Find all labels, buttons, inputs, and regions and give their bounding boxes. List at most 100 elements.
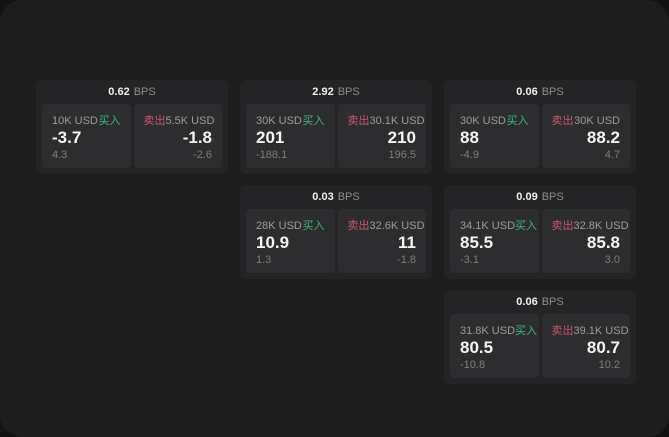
card-header: 0.06 BPS	[450, 290, 630, 314]
card-header: 0.06 BPS	[450, 80, 630, 104]
sell-sub-value: 4.7	[604, 149, 620, 161]
sell-side-label: 卖出	[347, 115, 370, 127]
sell-panel-top: 卖出 32.8K USD	[551, 217, 629, 233]
bps-unit-label: BPS	[541, 86, 564, 98]
buy-panel[interactable]: 30K USD 买入 88 -4.9	[450, 104, 539, 168]
sell-amount: 32.6K USD	[369, 220, 425, 232]
quote-panels: 28K USD 买入 10.9 1.3 卖出 32.6K USD 11 -1.8	[246, 209, 426, 273]
buy-price: -3.7	[52, 128, 82, 148]
sell-side-label: 卖出	[143, 115, 166, 127]
sell-panel[interactable]: 卖出 32.8K USD 85.8 3.0	[541, 209, 630, 273]
sell-side-label: 卖出	[551, 325, 574, 337]
buy-panel[interactable]: 30K USD 买入 201 -188.1	[246, 104, 335, 168]
card-header: 0.03 BPS	[246, 185, 426, 209]
sell-panel-top: 卖出 30.1K USD	[347, 112, 425, 128]
buy-panel-top: 34.1K USD 买入	[460, 217, 537, 233]
buy-sub-value: -3.1	[460, 254, 479, 266]
sell-amount: 32.8K USD	[573, 220, 629, 232]
sell-price: 85.8	[586, 233, 620, 253]
sell-panel[interactable]: 卖出 30K USD 88.2 4.7	[541, 104, 630, 168]
buy-sub-value: -4.9	[460, 149, 479, 161]
sell-panel-top: 卖出 32.6K USD	[347, 217, 425, 233]
buy-sub-value: 4.3	[52, 149, 68, 161]
sell-amount: 5.5K USD	[165, 115, 215, 127]
buy-side-label: 买入	[515, 220, 538, 232]
sell-side-label: 卖出	[551, 220, 574, 232]
buy-price: 80.5	[460, 338, 494, 358]
bps-unit-label: BPS	[541, 296, 564, 308]
bps-value: 0.03	[312, 191, 334, 203]
sell-panel[interactable]: 卖出 30.1K USD 210 196.5	[337, 104, 426, 168]
sell-sub-value: 3.0	[604, 254, 620, 266]
card-header: 2.92 BPS	[246, 80, 426, 104]
bps-value: 0.06	[516, 86, 538, 98]
card-header: 0.62 BPS	[42, 80, 222, 104]
card-header: 0.09 BPS	[450, 185, 630, 209]
quote-card[interactable]: 0.06 BPS 30K USD 买入 88 -4.9 卖出 30K USD 88…	[444, 80, 636, 174]
buy-panel[interactable]: 34.1K USD 买入 85.5 -3.1	[450, 209, 539, 273]
buy-panel-top: 30K USD 买入	[460, 112, 529, 128]
buy-panel[interactable]: 10K USD 买入 -3.7 4.3	[42, 104, 131, 168]
sell-amount: 30K USD	[574, 115, 620, 127]
sell-price: 80.7	[586, 338, 620, 358]
sell-panel-top: 卖出 39.1K USD	[551, 322, 629, 338]
quote-card[interactable]: 2.92 BPS 30K USD 买入 201 -188.1 卖出 30.1K U…	[240, 80, 432, 174]
buy-amount: 10K USD	[52, 115, 98, 127]
sell-sub-value: -1.8	[397, 254, 416, 266]
buy-sub-value: -188.1	[256, 149, 288, 161]
bps-unit-label: BPS	[337, 191, 360, 203]
sell-sub-value: 196.5	[388, 149, 416, 161]
quote-card[interactable]: 0.09 BPS 34.1K USD 买入 85.5 -3.1 卖出 32.8K …	[444, 185, 636, 279]
bps-unit-label: BPS	[337, 86, 360, 98]
buy-side-label: 买入	[515, 325, 538, 337]
sell-price: 88.2	[586, 128, 620, 148]
sell-side-label: 卖出	[347, 220, 370, 232]
bps-unit-label: BPS	[133, 86, 156, 98]
buy-amount: 30K USD	[256, 115, 302, 127]
buy-panel-top: 10K USD 买入	[52, 112, 121, 128]
sell-sub-value: -2.6	[193, 149, 212, 161]
quote-card[interactable]: 0.06 BPS 31.8K USD 买入 80.5 -10.8 卖出 39.1K…	[444, 290, 636, 384]
buy-price: 85.5	[460, 233, 494, 253]
quote-panels: 10K USD 买入 -3.7 4.3 卖出 5.5K USD -1.8 -2.…	[42, 104, 222, 168]
sell-price: 11	[398, 233, 416, 253]
buy-price: 88	[460, 128, 479, 148]
buy-panel-top: 31.8K USD 买入	[460, 322, 537, 338]
cards-grid: 0.62 BPS 10K USD 买入 -3.7 4.3 卖出 5.5K USD …	[36, 80, 636, 384]
buy-side-label: 买入	[98, 115, 121, 127]
sell-panel-top: 卖出 30K USD	[552, 112, 621, 128]
sell-side-label: 卖出	[551, 115, 574, 127]
sell-sub-value: 10.2	[598, 359, 620, 371]
buy-side-label: 买入	[302, 220, 325, 232]
sell-panel[interactable]: 卖出 32.6K USD 11 -1.8	[337, 209, 426, 273]
sell-panel-top: 卖出 5.5K USD	[143, 112, 215, 128]
bps-value: 0.09	[516, 191, 538, 203]
bps-value: 2.92	[312, 86, 334, 98]
bps-unit-label: BPS	[541, 191, 564, 203]
buy-panel[interactable]: 31.8K USD 买入 80.5 -10.8	[450, 314, 539, 378]
buy-amount: 28K USD	[256, 220, 302, 232]
buy-amount: 34.1K USD	[460, 220, 516, 232]
buy-panel-top: 30K USD 买入	[256, 112, 325, 128]
sell-price: 210	[387, 128, 416, 148]
quote-panels: 34.1K USD 买入 85.5 -3.1 卖出 32.8K USD 85.8…	[450, 209, 630, 273]
sell-price: -1.8	[182, 128, 212, 148]
buy-sub-value: -10.8	[460, 359, 486, 371]
sell-panel[interactable]: 卖出 5.5K USD -1.8 -2.6	[133, 104, 222, 168]
buy-panel-top: 28K USD 买入	[256, 217, 325, 233]
quote-card[interactable]: 0.62 BPS 10K USD 买入 -3.7 4.3 卖出 5.5K USD …	[36, 80, 228, 174]
buy-price: 201	[256, 128, 285, 148]
sell-panel[interactable]: 卖出 39.1K USD 80.7 10.2	[541, 314, 630, 378]
quote-card[interactable]: 0.03 BPS 28K USD 买入 10.9 1.3 卖出 32.6K USD…	[240, 185, 432, 279]
bps-value: 0.62	[108, 86, 130, 98]
quote-panels: 30K USD 买入 201 -188.1 卖出 30.1K USD 210 1…	[246, 104, 426, 168]
sell-amount: 39.1K USD	[573, 325, 629, 337]
buy-amount: 30K USD	[460, 115, 506, 127]
quote-panels: 30K USD 买入 88 -4.9 卖出 30K USD 88.2 4.7	[450, 104, 630, 168]
quote-panels: 31.8K USD 买入 80.5 -10.8 卖出 39.1K USD 80.…	[450, 314, 630, 378]
sell-amount: 30.1K USD	[369, 115, 425, 127]
buy-price: 10.9	[256, 233, 290, 253]
buy-amount: 31.8K USD	[460, 325, 516, 337]
buy-panel[interactable]: 28K USD 买入 10.9 1.3	[246, 209, 335, 273]
